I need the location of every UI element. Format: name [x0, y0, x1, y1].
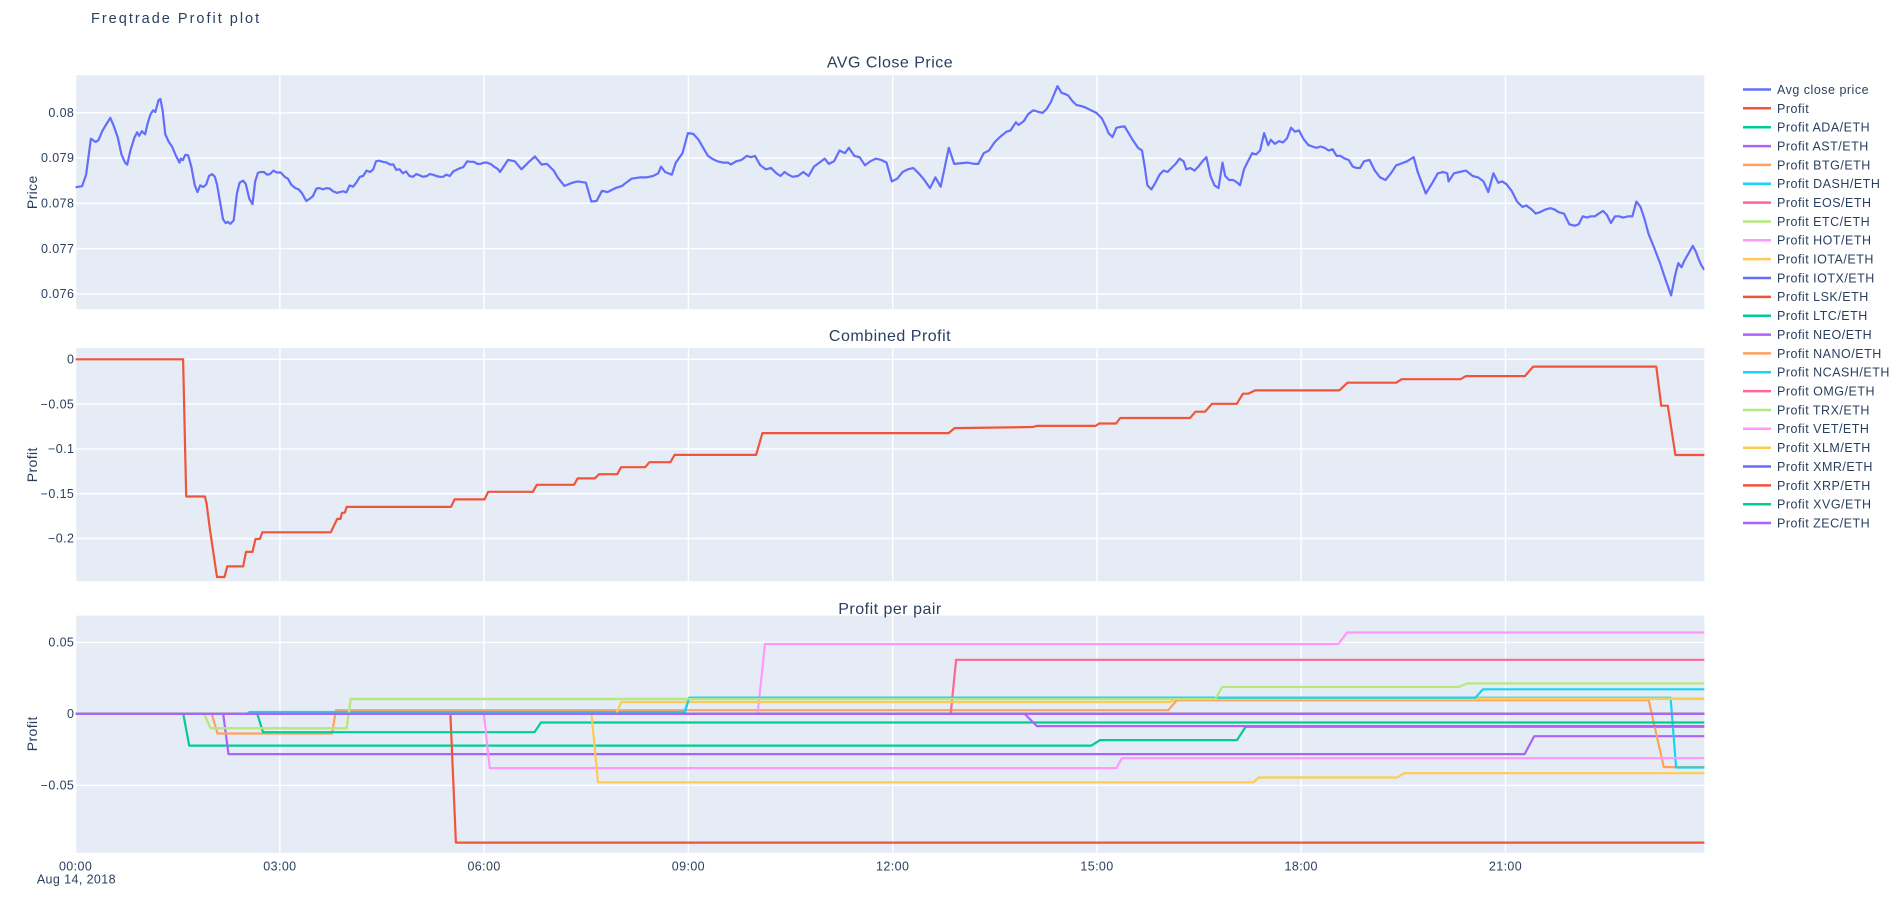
svg-text:−0.05: −0.05: [41, 779, 75, 793]
svg-text:Profit XMR/ETH: Profit XMR/ETH: [1777, 460, 1873, 474]
svg-text:Profit AST/ETH: Profit AST/ETH: [1777, 140, 1869, 154]
svg-text:Profit LSK/ETH: Profit LSK/ETH: [1777, 290, 1869, 304]
svg-text:Profit XVG/ETH: Profit XVG/ETH: [1777, 498, 1872, 512]
svg-text:Profit HOT/ETH: Profit HOT/ETH: [1777, 234, 1872, 248]
svg-text:0: 0: [67, 707, 74, 721]
svg-text:Aug 14, 2018: Aug 14, 2018: [37, 873, 116, 887]
svg-text:Profit NEO/ETH: Profit NEO/ETH: [1777, 328, 1872, 342]
svg-text:Profit BTG/ETH: Profit BTG/ETH: [1777, 158, 1871, 172]
svg-text:0.077: 0.077: [41, 242, 74, 256]
svg-text:Profit: Profit: [24, 447, 40, 482]
svg-text:18:00: 18:00: [1285, 860, 1318, 874]
svg-text:12:00: 12:00: [876, 860, 909, 874]
svg-text:Profit IOTA/ETH: Profit IOTA/ETH: [1777, 253, 1874, 267]
svg-text:AVG Close Price: AVG Close Price: [827, 55, 953, 72]
svg-text:Combined Profit: Combined Profit: [829, 328, 951, 345]
svg-text:Profit ZEC/ETH: Profit ZEC/ETH: [1777, 516, 1870, 530]
svg-text:Profit XLM/ETH: Profit XLM/ETH: [1777, 441, 1871, 455]
svg-text:Profit NCASH/ETH: Profit NCASH/ETH: [1777, 366, 1890, 380]
svg-text:Profit ADA/ETH: Profit ADA/ETH: [1777, 121, 1870, 135]
svg-text:−0.2: −0.2: [48, 532, 74, 546]
svg-text:−0.05: −0.05: [41, 397, 75, 411]
svg-text:Profit VET/ETH: Profit VET/ETH: [1777, 422, 1869, 436]
svg-text:0.079: 0.079: [41, 151, 74, 165]
svg-text:Profit DASH/ETH: Profit DASH/ETH: [1777, 177, 1880, 191]
svg-text:Profit XRP/ETH: Profit XRP/ETH: [1777, 479, 1871, 493]
svg-text:−0.1: −0.1: [48, 442, 74, 456]
svg-text:Profit: Profit: [24, 716, 40, 751]
svg-text:Profit EOS/ETH: Profit EOS/ETH: [1777, 196, 1872, 210]
svg-text:Freqtrade Profit plot: Freqtrade Profit plot: [91, 11, 261, 27]
svg-text:0.05: 0.05: [48, 636, 74, 650]
svg-text:Profit NANO/ETH: Profit NANO/ETH: [1777, 347, 1882, 361]
svg-text:00:00: 00:00: [59, 860, 92, 874]
svg-text:Price: Price: [24, 175, 40, 209]
svg-text:Profit IOTX/ETH: Profit IOTX/ETH: [1777, 271, 1875, 285]
svg-text:21:00: 21:00: [1489, 860, 1522, 874]
svg-text:09:00: 09:00: [672, 860, 705, 874]
svg-text:0.076: 0.076: [41, 287, 74, 301]
svg-text:Profit ETC/ETH: Profit ETC/ETH: [1777, 215, 1870, 229]
svg-text:Profit per pair: Profit per pair: [838, 601, 942, 618]
svg-text:0.078: 0.078: [41, 197, 74, 211]
svg-text:Profit: Profit: [1777, 102, 1809, 116]
svg-text:0: 0: [67, 353, 74, 367]
svg-text:03:00: 03:00: [263, 860, 296, 874]
svg-text:15:00: 15:00: [1080, 860, 1113, 874]
svg-text:0.08: 0.08: [48, 106, 74, 120]
svg-text:Profit OMG/ETH: Profit OMG/ETH: [1777, 385, 1875, 399]
svg-text:Profit LTC/ETH: Profit LTC/ETH: [1777, 309, 1868, 323]
svg-text:−0.15: −0.15: [41, 487, 75, 501]
svg-text:Avg close price: Avg close price: [1777, 83, 1869, 97]
svg-text:06:00: 06:00: [467, 860, 500, 874]
svg-text:Profit TRX/ETH: Profit TRX/ETH: [1777, 403, 1870, 417]
